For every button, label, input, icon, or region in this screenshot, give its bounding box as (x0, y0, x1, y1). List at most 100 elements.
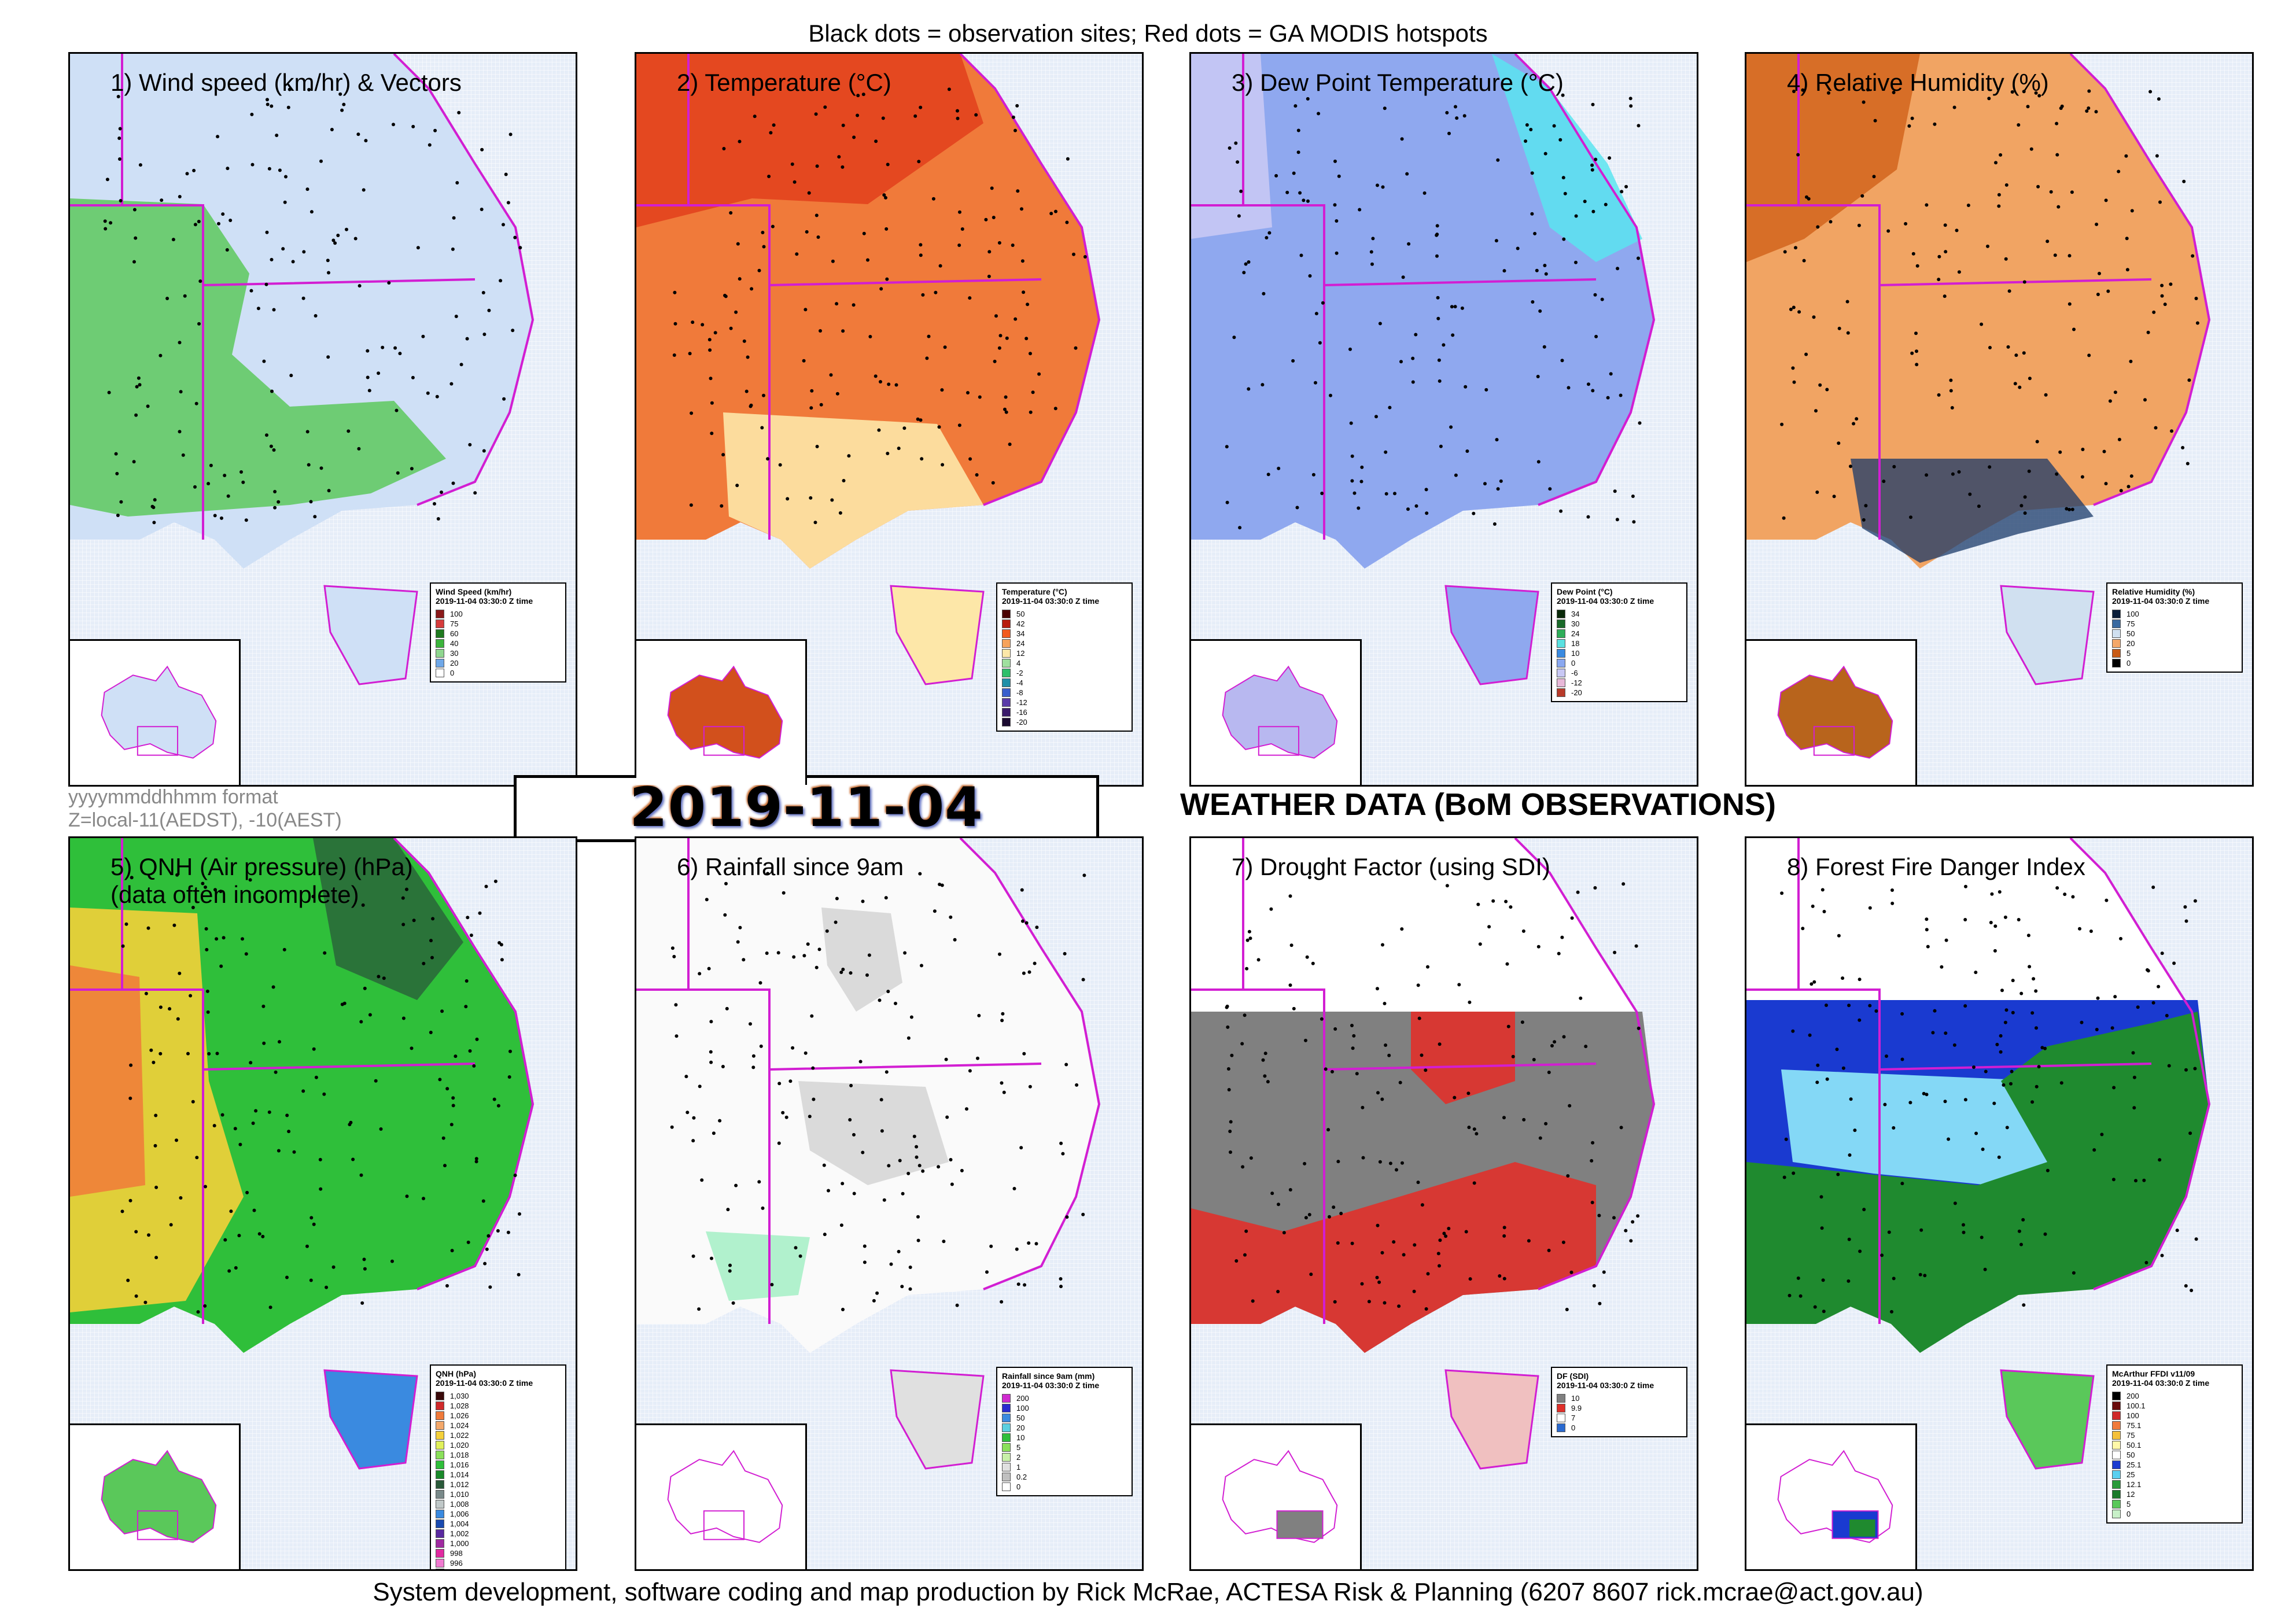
observation-site-dots (672, 87, 1087, 525)
legend-date: 2019-11-04 03:30:0 Z time (1557, 596, 1654, 606)
map-panel-dew-point[interactable]: 3) Dew Point Temperature (°C) Dew Point … (1189, 52, 1698, 787)
legend-entry: 5 (1002, 1443, 1127, 1452)
legend-title: DF (SDI) (1557, 1371, 1589, 1381)
legend-swatch (1002, 639, 1011, 648)
legend-label: 1,012 (450, 1480, 469, 1489)
legend-label: 10 (1016, 1433, 1025, 1442)
legend-swatch (1557, 1404, 1565, 1412)
panel-title: 6) Rainfall since 9am (677, 853, 904, 880)
legend-date: 2019-11-04 03:30:0 Z time (436, 596, 533, 606)
map-panel-drought-factor[interactable]: 7) Drought Factor (using SDI) DF (SDI) 2… (1189, 836, 1698, 1571)
legend-entry: 60 (436, 629, 561, 639)
map-panel-wind[interactable]: 1) Wind speed (km/hr) & Vectors Wind Spe… (68, 52, 577, 787)
legend-entry: 1,024 (436, 1421, 561, 1430)
legend-label: 100 (1016, 1404, 1029, 1412)
map-panel-temperature[interactable]: 2) Temperature (°C) Temperature (°C) 201… (635, 52, 1144, 787)
legend-entry: 20 (436, 658, 561, 668)
map-panel-qnh[interactable]: 5) QNH (Air pressure) (hPa) (data often … (68, 836, 577, 1571)
legend-swatch (436, 1490, 444, 1499)
legend: Rainfall since 9am (mm) 2019-11-04 03:30… (996, 1367, 1133, 1496)
legend-label: 1,000 (450, 1539, 469, 1548)
format-note-line: Z=local-11(AEDST), -10(AEST) (68, 809, 342, 831)
legend: Wind Speed (km/hr) 2019-11-04 03:30:0 Z … (430, 582, 566, 683)
legend-swatch (2112, 1392, 2121, 1400)
panel-title: 4) Relative Humidity (%) (1787, 69, 2049, 96)
legend-label: 2 (1016, 1453, 1021, 1462)
legend-swatch (436, 659, 444, 667)
map-canvas (70, 838, 535, 1470)
legend-entry: 1,022 (436, 1430, 561, 1440)
legend-entry: -6 (1557, 668, 1682, 678)
legend-label: 25.1 (2127, 1460, 2142, 1469)
legend-label: 25 (2127, 1470, 2135, 1479)
legend-entry: -2 (1002, 668, 1127, 678)
legend-swatch (2112, 610, 2121, 618)
legend-entry: -20 (1002, 717, 1127, 727)
legend-entry: 12 (1002, 648, 1127, 658)
legend-label: 5 (2127, 1500, 2131, 1508)
legend-entry: 1,028 (436, 1401, 561, 1411)
legend-title: Dew Point (°C) (1557, 587, 1613, 596)
legend-entry: 75 (2112, 1430, 2237, 1440)
legend-label: 34 (1016, 629, 1025, 638)
legend-label: 50.1 (2127, 1441, 2142, 1449)
legend-swatch (2112, 1480, 2121, 1489)
legend-entry: 998 (436, 1548, 561, 1558)
legend-entry: 50.1 (2112, 1440, 2237, 1450)
legend-label: 1,010 (450, 1490, 469, 1499)
legend-entry: 1,006 (436, 1509, 561, 1519)
legend-swatch (2112, 649, 2121, 658)
legend-entry: 50 (2112, 629, 2237, 639)
legend-swatch (2112, 1421, 2121, 1430)
legend-swatch (1557, 649, 1565, 658)
legend-entry: 18 (1557, 639, 1682, 648)
legend-label: 1,006 (450, 1510, 469, 1518)
legend-swatch (2112, 619, 2121, 628)
observation-site-dots (1225, 93, 1642, 530)
legend-swatch (1002, 1453, 1011, 1462)
legend-label: 50 (2127, 1451, 2135, 1459)
legend-swatch (436, 649, 444, 658)
legend-entry: -4 (1002, 678, 1127, 688)
legend-entry: 5 (2112, 1499, 2237, 1509)
legend-swatch (436, 610, 444, 618)
legend-swatch (1557, 669, 1565, 677)
legend-label: 75.1 (2127, 1421, 2142, 1430)
legend-label: 75 (2127, 619, 2135, 628)
legend-swatch (1002, 708, 1011, 717)
legend-label: 50 (2127, 629, 2135, 638)
legend-swatch (1002, 1404, 1011, 1412)
australia-inset-map (636, 639, 807, 785)
legend-swatch (2112, 1500, 2121, 1508)
map-panel-relative-humidity[interactable]: 4) Relative Humidity (%) Relative Humidi… (1745, 52, 2254, 787)
legend-swatch (1002, 619, 1011, 628)
legend-entry: 30 (1557, 619, 1682, 629)
legend-entry: -16 (1002, 707, 1127, 717)
legend-entry: 9.9 (1557, 1403, 1682, 1413)
legend-entry: 42 (1002, 619, 1127, 629)
map-panel-rainfall[interactable]: 6) Rainfall since 9am Rainfall since 9am… (635, 836, 1144, 1571)
legend-entry: 30 (436, 648, 561, 658)
legend-swatch (436, 1460, 444, 1469)
legend-swatch (436, 1411, 444, 1420)
legend-swatch (2112, 1490, 2121, 1499)
legend-label: 100 (2127, 610, 2139, 618)
map-panel-ffdi[interactable]: 8) Forest Fire Danger Index McArthur FFD… (1745, 836, 2254, 1571)
legend-swatch (436, 1500, 444, 1508)
legend-label: 20 (2127, 639, 2135, 648)
legend-label: 0 (1571, 659, 1576, 667)
legend-entry: 24 (1557, 629, 1682, 639)
legend-label: 994 (450, 1569, 463, 1571)
legend-label: -20 (1571, 688, 1582, 697)
legend-entry: 1,026 (436, 1411, 561, 1421)
legend-label: 0 (1571, 1423, 1576, 1432)
legend-label: 1,016 (450, 1460, 469, 1469)
legend-entry: 0.2 (1002, 1472, 1127, 1482)
legend-swatch (1002, 629, 1011, 638)
legend-swatch (1002, 1463, 1011, 1471)
observation-site-dots (1780, 884, 2198, 1314)
legend-swatch (1002, 1473, 1011, 1481)
legend-date: 2019-11-04 03:30:0 Z time (1002, 1381, 1100, 1390)
legend-swatch (1002, 1433, 1011, 1442)
legend-entry: 75 (2112, 619, 2237, 629)
